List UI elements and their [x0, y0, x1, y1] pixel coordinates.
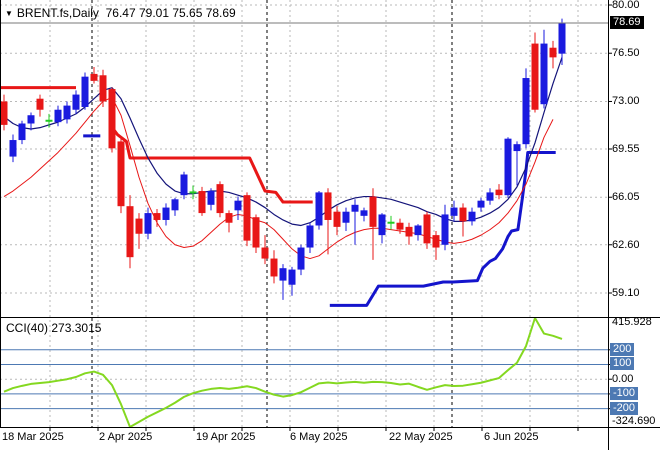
candle-body [234, 200, 242, 211]
candle-body [306, 225, 314, 248]
cci-level-badge: -100 [610, 386, 639, 400]
candle-body [207, 191, 215, 205]
candle-body [216, 184, 224, 214]
cci-name-label: CCI(40) [6, 321, 49, 335]
cci-level-badge: -200 [610, 401, 639, 415]
price-tick-label: 80.00 [612, 0, 640, 11]
cci-value-label: 273.3015 [51, 321, 102, 335]
candle-body [135, 218, 143, 234]
candle-body [504, 138, 512, 196]
candle-body [531, 43, 539, 110]
candle-body [153, 213, 161, 220]
candle-body [414, 225, 422, 236]
candle-body [423, 214, 431, 244]
candle-body [351, 204, 359, 212]
candle-body [297, 247, 305, 270]
candle-body [171, 199, 179, 211]
candle-body [513, 144, 521, 152]
cci-level-badge: 100 [610, 357, 635, 371]
candle-body [468, 211, 476, 222]
collapse-triangle-icon[interactable]: ▼ [5, 9, 13, 18]
candle-body [90, 73, 98, 81]
candle-body [18, 123, 26, 141]
candle-body [486, 192, 494, 201]
candle-body [369, 196, 377, 227]
candle-body [108, 89, 116, 149]
candle-body [243, 195, 251, 241]
candle-body [144, 213, 152, 234]
candle-body [54, 109, 62, 123]
candle-body [63, 105, 71, 120]
candle-body [81, 76, 89, 107]
candle-body [72, 94, 80, 110]
candle-body [36, 98, 44, 110]
candle-body [225, 213, 233, 223]
date-label: 19 Apr 2025 [196, 431, 256, 443]
candle-body [117, 141, 125, 207]
candle-body [360, 210, 368, 216]
cci-zero-label: 0.00 [612, 373, 634, 386]
candle-body [9, 140, 17, 157]
candle-body [540, 43, 548, 105]
candle-body [477, 200, 485, 208]
candle-body [99, 75, 107, 102]
candle-body [198, 191, 206, 214]
date-label: 2 Apr 2025 [99, 431, 153, 443]
resistance-line [108, 123, 313, 204]
candle-body [342, 211, 350, 223]
candle-body [522, 78, 530, 145]
price-tick-label: 69.55 [612, 143, 640, 155]
symbol-period-label: BRENT.fs,Daily [16, 6, 99, 20]
candle-body [270, 258, 278, 277]
candle-body [441, 214, 449, 245]
current-price-badge: 78.69 [610, 16, 644, 30]
candle-body [495, 189, 503, 196]
ma-fast-line [3, 96, 554, 260]
cci-indicator-label: CCI(40) 273.3015 [6, 321, 101, 335]
candle-body [432, 235, 440, 248]
candle-body [279, 268, 287, 281]
date-label: 18 Mar 2025 [2, 431, 64, 443]
price-tick-label: 66.05 [612, 191, 640, 204]
candle-body [261, 247, 269, 259]
candle-body [333, 211, 341, 227]
candle-body [288, 269, 296, 285]
chart-title: ▼ BRENT.fs,Daily 76.47 79.01 75.65 78.69 [5, 6, 236, 20]
ohlc-values-label: 76.47 79.01 75.65 78.69 [105, 6, 236, 20]
candle-body [558, 23, 566, 54]
date-label: 22 May 2025 [389, 431, 453, 443]
price-tick-label: 76.50 [612, 47, 640, 60]
date-label: 6 May 2025 [290, 431, 348, 443]
candle-body [549, 47, 557, 58]
price-tick-label: 59.10 [612, 287, 640, 299]
price-tick-label: 62.60 [612, 238, 640, 251]
candle-body [315, 192, 323, 226]
candle-body [450, 207, 458, 216]
candle-body [459, 207, 467, 222]
candle-body [0, 101, 8, 125]
support-line [329, 150, 556, 307]
candle-body [378, 214, 386, 236]
cci-level-badge: 200 [610, 342, 635, 356]
cci-axis-max-label: 415.928 [612, 316, 652, 329]
candle-body [126, 206, 134, 258]
candle-body [162, 207, 170, 220]
candle-body [180, 174, 188, 196]
cci-axis-min-label: -324.690 [612, 415, 656, 428]
candle-body [324, 192, 332, 220]
candle-body [252, 217, 260, 248]
candle-body [27, 115, 35, 124]
candle-body [396, 222, 404, 230]
date-label: 6 Jun 2025 [484, 431, 539, 443]
cci-line [3, 317, 563, 428]
price-tick-label: 73.00 [612, 95, 640, 108]
candle-body [405, 226, 413, 237]
